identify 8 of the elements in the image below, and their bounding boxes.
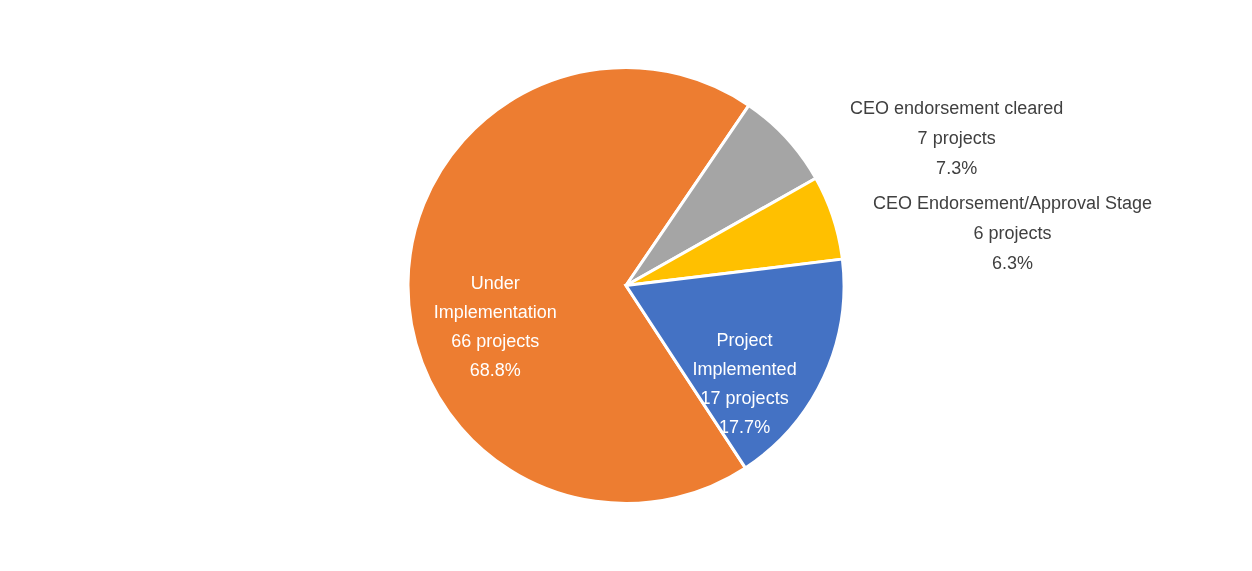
slice-label: CEO endorsement cleared xyxy=(850,97,1064,118)
data-label: 6 projects 6.3% xyxy=(973,222,1052,273)
slice-label: Under Implementation xyxy=(433,273,557,323)
data-label: 7 projects 7.3% xyxy=(917,127,996,178)
data-label: 66 projects 68.8% xyxy=(451,331,540,381)
slice-label: CEO Endorsement/Approval Stage xyxy=(872,192,1153,213)
data-label: 17 projects 17.7% xyxy=(700,387,789,437)
slice-label: Project Implemented xyxy=(692,329,797,379)
